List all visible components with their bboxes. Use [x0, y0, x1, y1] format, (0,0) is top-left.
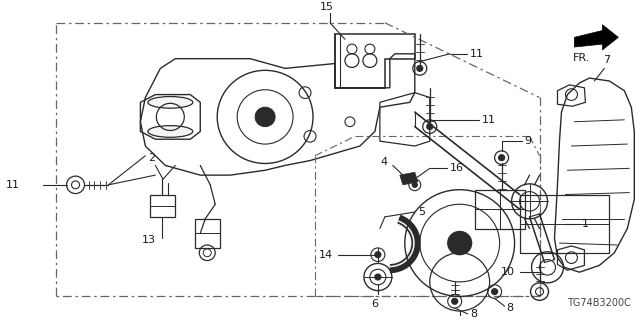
Circle shape: [375, 274, 381, 280]
Text: 4: 4: [381, 156, 388, 166]
Text: 9: 9: [525, 136, 532, 146]
Polygon shape: [575, 25, 618, 50]
Text: 6: 6: [371, 299, 378, 309]
Text: 15: 15: [320, 2, 334, 12]
Circle shape: [492, 289, 498, 294]
Ellipse shape: [148, 97, 193, 108]
Circle shape: [375, 252, 381, 258]
Text: 7: 7: [603, 55, 610, 66]
Text: 10: 10: [500, 267, 515, 277]
Polygon shape: [400, 172, 418, 185]
Ellipse shape: [148, 126, 193, 137]
Text: 5: 5: [418, 207, 425, 217]
Text: 11: 11: [482, 115, 495, 125]
Text: 14: 14: [319, 250, 333, 260]
Circle shape: [417, 66, 423, 71]
Text: FR.: FR.: [572, 53, 590, 63]
Text: 2: 2: [148, 154, 155, 164]
Text: 16: 16: [450, 163, 464, 173]
Circle shape: [412, 182, 417, 187]
Text: TG74B3200C: TG74B3200C: [568, 298, 631, 308]
Text: 11: 11: [470, 49, 484, 59]
Text: 13: 13: [141, 235, 156, 245]
Text: 1: 1: [581, 219, 588, 229]
Text: 8: 8: [507, 303, 514, 313]
Circle shape: [255, 107, 275, 127]
Text: 8: 8: [470, 309, 478, 319]
Circle shape: [448, 231, 472, 255]
Circle shape: [427, 124, 433, 130]
Circle shape: [452, 298, 458, 304]
Text: 11: 11: [6, 180, 20, 190]
Circle shape: [499, 155, 504, 161]
